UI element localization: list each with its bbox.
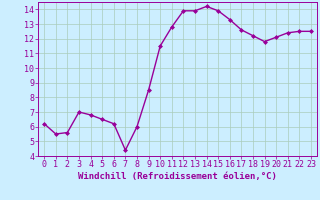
X-axis label: Windchill (Refroidissement éolien,°C): Windchill (Refroidissement éolien,°C): [78, 172, 277, 181]
